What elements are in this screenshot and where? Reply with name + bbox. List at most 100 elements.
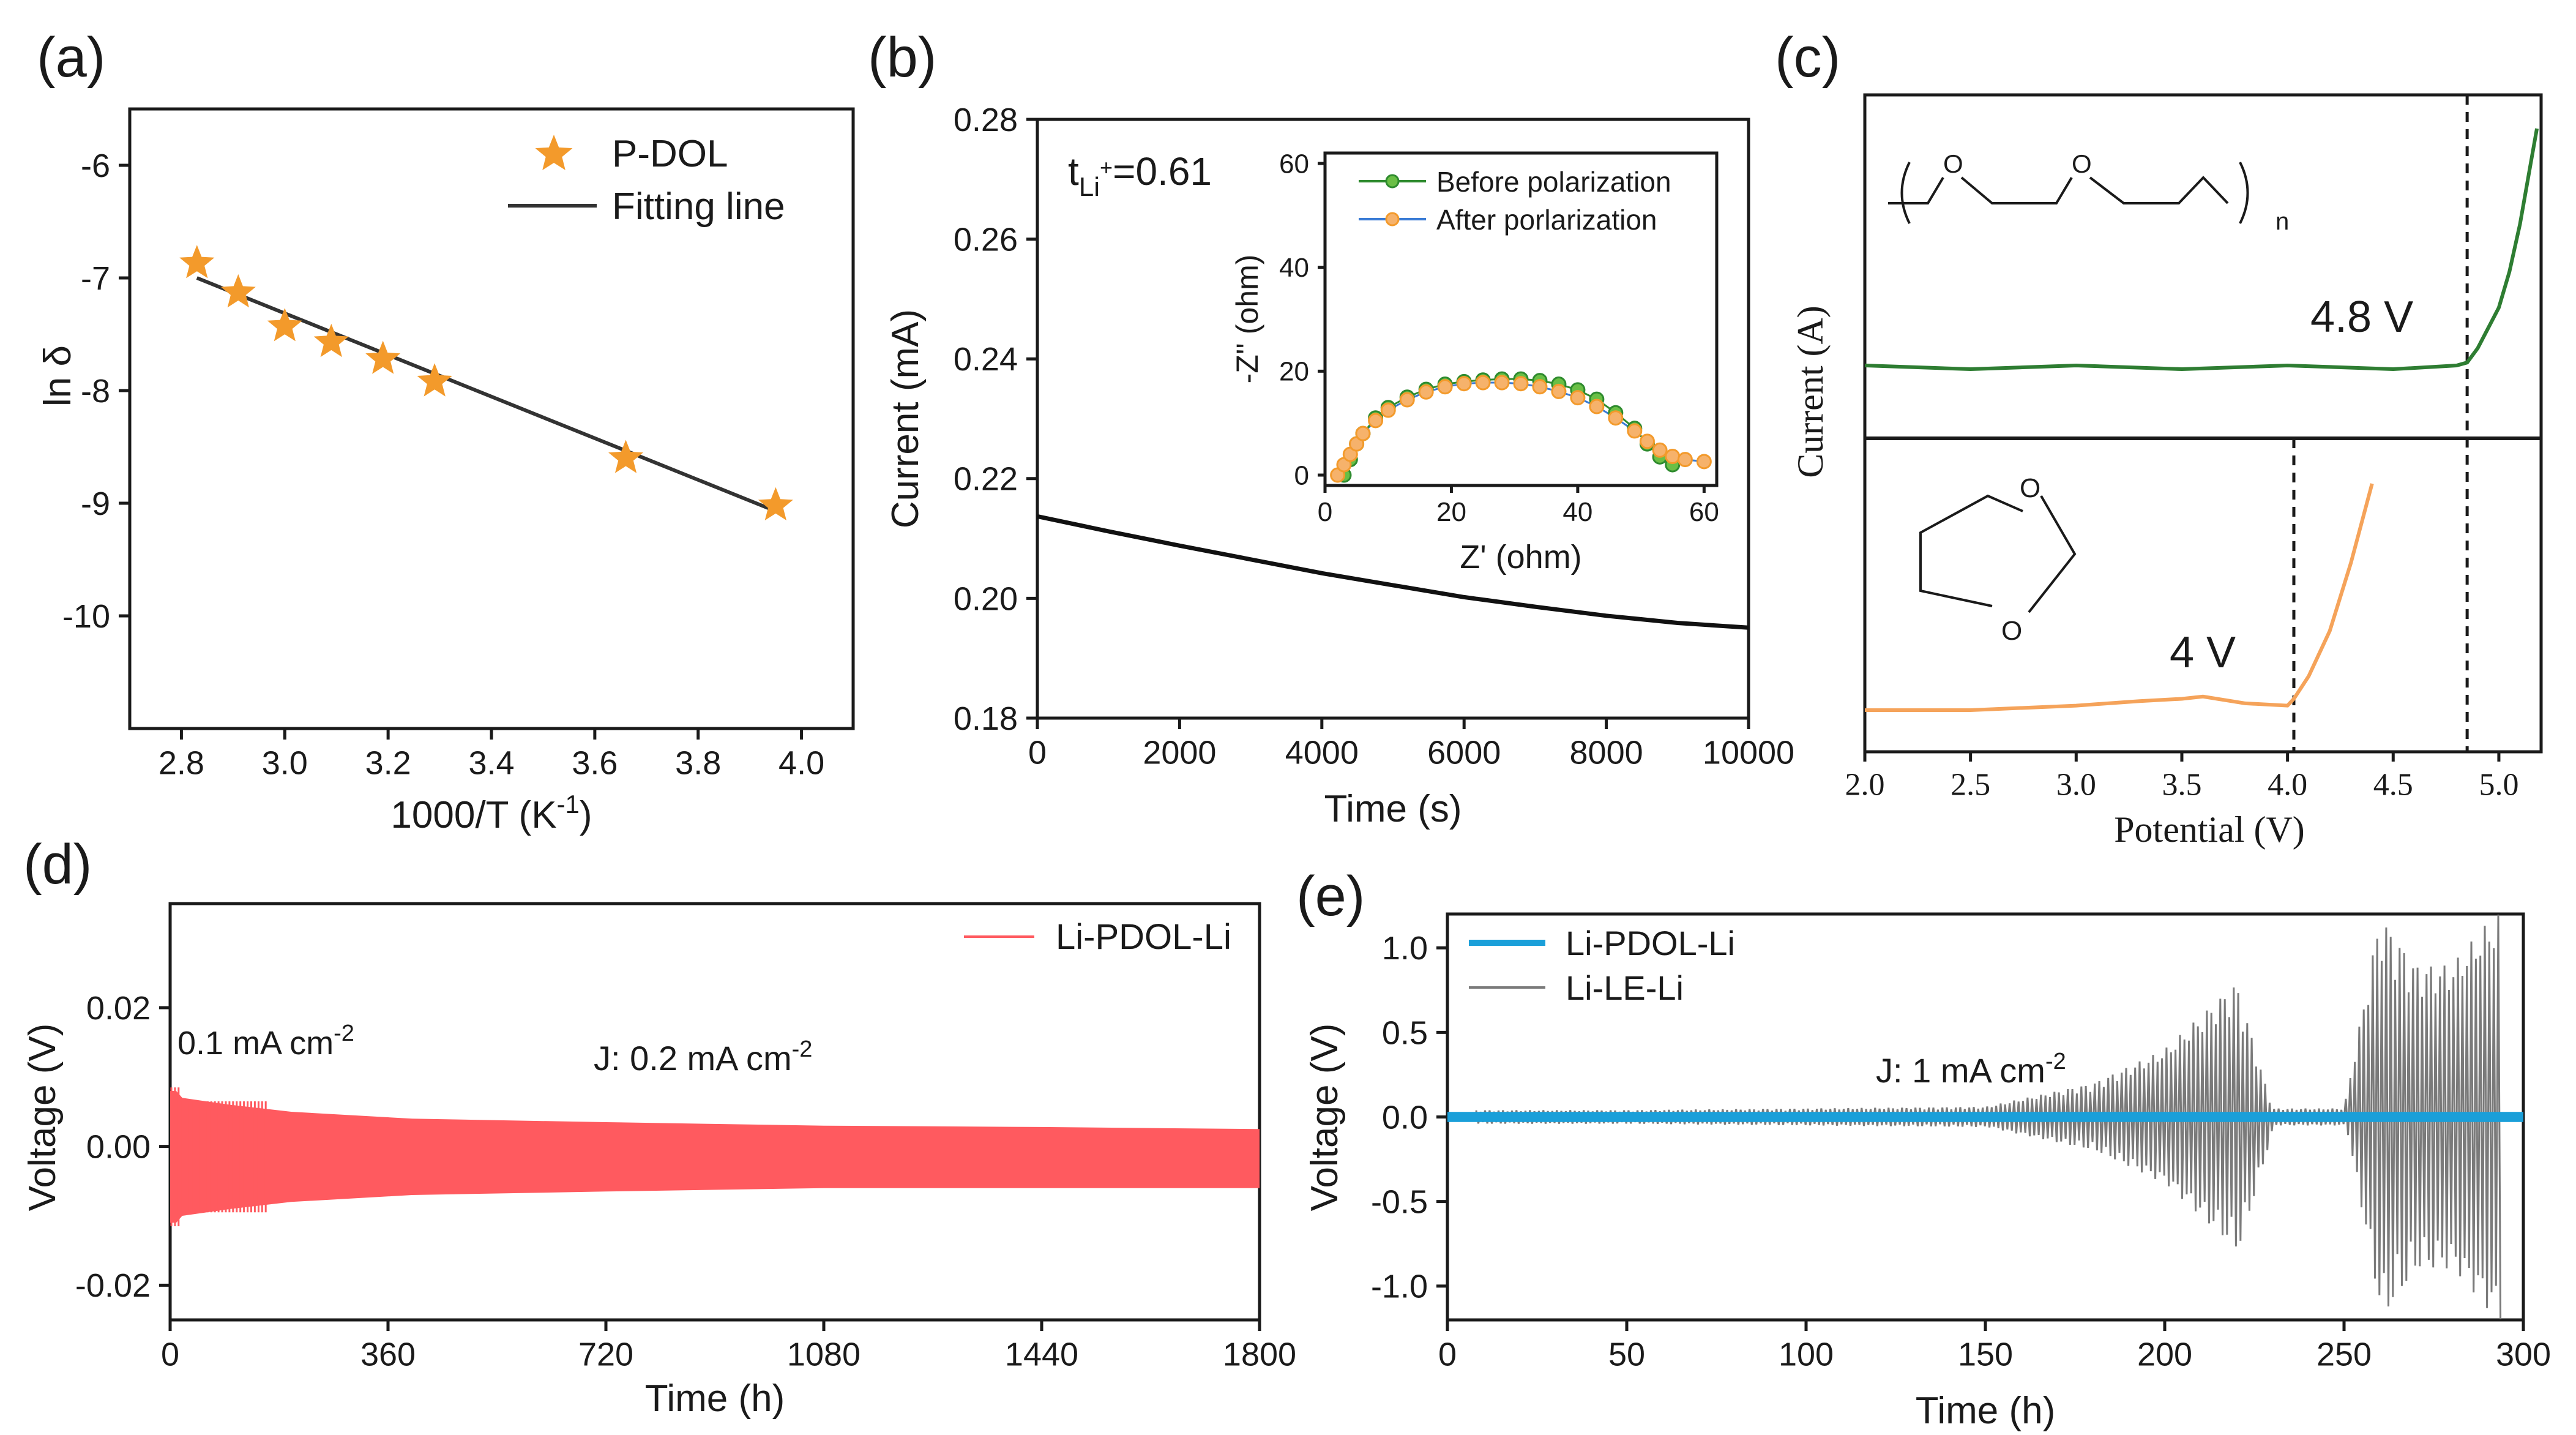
b-ytick-label-3: 0.24 xyxy=(954,341,1018,378)
d-ytick-label-2: -0.02 xyxy=(75,1267,151,1304)
plot-frame-b xyxy=(1036,118,1750,720)
annotation-0.1-mA-text: 0.1 mA cm xyxy=(177,1025,334,1062)
plot-area-b xyxy=(1037,514,1749,630)
b-xtick-label-3: 6000 xyxy=(1427,735,1501,771)
a-xtick-label-6: 4.0 xyxy=(778,745,824,782)
x-axis-label-d: Time (h) xyxy=(645,1377,785,1420)
b-xtick-label-0: 0 xyxy=(1028,735,1047,771)
tli-base: t xyxy=(1068,149,1079,193)
inset-ytick-label-1: 20 xyxy=(1279,357,1309,387)
inset-point-after-11 xyxy=(1475,375,1491,391)
annotation-0.2-mA: J: 0.2 mA cm-2 xyxy=(594,1036,812,1077)
b-ytick-label-2: 0.22 xyxy=(954,461,1018,498)
inset-point-after-7 xyxy=(1399,392,1415,408)
legend-label-pdol-d: Li-PDOL-Li xyxy=(1056,917,1231,957)
structure-bracket-left xyxy=(1900,162,1911,224)
c-xtick-label-0: 2.0 xyxy=(1845,768,1885,803)
b-ytick-label-5: 0.28 xyxy=(954,102,1018,138)
a-xtick-label-2: 3.2 xyxy=(365,745,411,782)
legend-marker-pdol xyxy=(535,135,573,170)
inset-line-before xyxy=(1343,378,1673,476)
inset-y-axis-label: -Z'' (ohm) xyxy=(1230,255,1264,384)
inset-x-ticks: 0 20 40 60 xyxy=(1318,485,1719,527)
inset-xtick-label-2: 40 xyxy=(1562,497,1592,527)
data-point-pdol-5 xyxy=(417,363,452,397)
inset-legend-marker-after xyxy=(1385,212,1400,227)
d-xtick-label-0: 0 xyxy=(161,1336,179,1373)
inset-legend: Before polarization After porlarization xyxy=(1359,166,1671,236)
e-xtick-label-1: 50 xyxy=(1608,1336,1645,1373)
plot-area-e xyxy=(1447,914,2523,1320)
panel-e: (e) 0 50 100 150 200 250 300 1.0 0.5 0.0 -0.5 -1.0… xyxy=(1296,865,2551,1432)
x-axis-label-a: 1000/T (K-1) xyxy=(390,790,592,836)
inset-point-after-9 xyxy=(1437,379,1453,395)
a-xtick-label-1: 3.0 xyxy=(262,745,308,782)
a-xtick-label-5: 3.8 xyxy=(675,745,721,782)
inset-point-after-15 xyxy=(1551,383,1567,399)
panel-label-a: (a) xyxy=(37,26,105,89)
y-ticks-e: 1.0 0.5 0.0 -0.5 -1.0 xyxy=(1371,930,1447,1305)
annotation-0.2-mA-sup: -2 xyxy=(792,1036,813,1062)
dol-oxygen-2: O xyxy=(2001,616,2022,646)
structure-bracket-right xyxy=(2239,162,2249,224)
c-xtick-label-5: 4.5 xyxy=(2373,768,2413,803)
inset-point-after-13 xyxy=(1513,376,1529,392)
y-axis-label-e: Voltage (V) xyxy=(1304,1024,1346,1212)
inset-xtick-label-1: 20 xyxy=(1436,497,1466,527)
annotation-0.2-mA-text: J: 0.2 mA cm xyxy=(594,1039,792,1077)
annotation-0.1-mA-sup: -2 xyxy=(334,1021,354,1046)
c-xtick-label-6: 5.0 xyxy=(2479,768,2518,803)
data-point-pdol-3 xyxy=(313,323,349,358)
data-point-pdol-0 xyxy=(179,245,215,279)
e-xtick-label-2: 100 xyxy=(1779,1336,1834,1373)
dol-ring-bonds-left xyxy=(1919,494,2023,607)
data-point-pdol-4 xyxy=(365,340,401,374)
lsv-curve-bottom xyxy=(1865,483,2374,712)
panel-b: (b) 0 2000 4000 6000 8000 10000 0.180.200.220… xyxy=(868,26,1794,830)
inset-point-after-24 xyxy=(1696,454,1712,470)
inset-point-after-17 xyxy=(1589,399,1605,414)
legend-label-le-e: Li-LE-Li xyxy=(1566,969,1684,1007)
inset-point-after-22 xyxy=(1665,448,1681,464)
structure-bond-1 xyxy=(1888,176,1944,204)
plot-area-c xyxy=(1864,95,2539,752)
panel-c: (c) 2.0 2.5 3.0 3.5 4.0 4.5 5.0 Current (A) Po… xyxy=(1775,26,2543,850)
d-ytick-label-0: 0.02 xyxy=(86,990,151,1027)
tli-value: =0.61 xyxy=(1113,149,1212,193)
tli-sup: + xyxy=(1100,155,1113,180)
x-ticks-d: 0 360 720 1080 1440 1800 xyxy=(161,1320,1296,1373)
structure-oxygen-1: O xyxy=(1943,149,1963,178)
a-ytick-label-3: -9 xyxy=(81,485,110,522)
inset-point-after-5 xyxy=(1368,413,1384,429)
inset-frame xyxy=(1323,151,1719,487)
inset-ytick-label-0: 0 xyxy=(1294,460,1309,490)
plot-area-d xyxy=(170,1087,1260,1226)
x-axis-label-a-main: 1000/T (K xyxy=(390,794,556,836)
d-xtick-label-5: 1800 xyxy=(1223,1336,1296,1373)
structure-oxygen-2: O xyxy=(2072,149,2092,178)
panel-label-c: (c) xyxy=(1775,26,1840,89)
b-xtick-label-5: 10000 xyxy=(1703,735,1794,771)
a-ytick-label-1: -7 xyxy=(81,260,110,297)
voltage-band-pdol xyxy=(1447,1112,2523,1122)
voltage-envelope-pdol xyxy=(170,1091,1260,1223)
onset-label-bottom: 4 V xyxy=(2170,628,2236,677)
inset-point-after-16 xyxy=(1570,390,1586,406)
e-xtick-label-6: 300 xyxy=(2496,1336,2551,1373)
a-ytick-label-4: -10 xyxy=(62,598,110,635)
x-ticks-e: 0 50 100 150 200 250 300 xyxy=(1438,1320,2551,1373)
b-xtick-label-1: 2000 xyxy=(1143,735,1216,771)
b-ytick-label-0: 0.18 xyxy=(954,700,1018,737)
x-axis-label-a-end: ) xyxy=(580,794,592,836)
panel-d: (d) 0 360 720 1080 1440 1800 0.02 0.00 -0.02 Vo… xyxy=(21,833,1296,1420)
polymer-structure xyxy=(1888,162,2249,224)
voltage-spikes-pdol xyxy=(170,1087,267,1226)
c-xtick-label-4: 4.0 xyxy=(2268,768,2307,803)
b-ytick-label-1: 0.20 xyxy=(954,580,1018,617)
data-point-pdol-2 xyxy=(267,308,302,342)
inset-legend-label-before: Before polarization xyxy=(1436,166,1671,198)
current-decay-line xyxy=(1037,514,1749,630)
inset-point-after-4 xyxy=(1355,425,1371,441)
inset-point-after-19 xyxy=(1627,423,1643,439)
legend-d: Li-PDOL-Li xyxy=(964,917,1231,957)
